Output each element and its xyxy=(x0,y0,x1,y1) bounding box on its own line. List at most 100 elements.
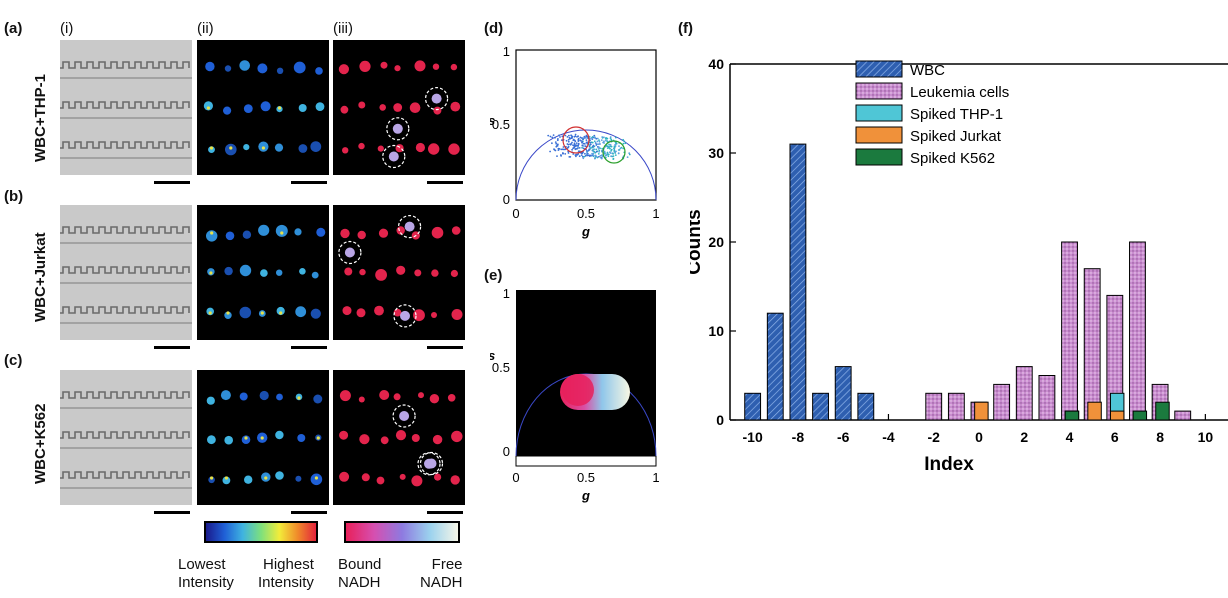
legend-swatch xyxy=(855,60,903,78)
bar-spiked-k562 xyxy=(1132,410,1148,421)
bar-chart-f: 0 10 20 30 40 -10 -8 -6 -4 -2 0 2 4 6 8 10 Index Counts WB… xyxy=(690,56,1228,475)
phasor-e-ytick-1: 0.5 xyxy=(492,360,510,375)
scale-bar xyxy=(291,346,327,349)
micrograph-1-3 xyxy=(333,40,465,175)
bar-wbc xyxy=(744,392,762,421)
legend-entry: Spiked K562 xyxy=(910,150,995,167)
bar-spiked-jurkat xyxy=(1087,401,1102,421)
micrograph-1-2 xyxy=(197,40,329,175)
phasor-e-background xyxy=(516,290,656,456)
phasor-e-xtick-0: 0 xyxy=(512,470,519,485)
xtick-label: -2 xyxy=(928,429,941,445)
panel-label-f: (f) xyxy=(678,20,693,37)
bar-leukemia-cells xyxy=(993,383,1011,421)
bar-spiked-k562 xyxy=(1064,410,1080,421)
colorbar-bound-nadh: Bound NADH xyxy=(338,556,382,591)
ytick-label: 10 xyxy=(708,323,724,339)
micrograph-3-1 xyxy=(60,370,192,505)
scale-bar xyxy=(427,511,463,514)
xtick-label: 10 xyxy=(1198,429,1214,445)
panel-label-d: (d) xyxy=(484,20,504,37)
row-label-k562: WBC+K562 xyxy=(32,403,49,484)
bar-leukemia-cells xyxy=(1083,268,1101,421)
row-label-jurkat: WBC+Jurkat xyxy=(32,232,49,322)
colorbar-lowest-intensity: Lowest Intensity xyxy=(178,556,234,591)
xtick-label: -10 xyxy=(743,429,763,445)
bar-leukemia-cells xyxy=(1061,241,1078,421)
xtick-label: 4 xyxy=(1066,429,1074,445)
scale-bar xyxy=(427,346,463,349)
panel-label-c: (c) xyxy=(4,352,23,369)
phasor-circle-free xyxy=(602,140,626,164)
phasor-d-ylabel: s xyxy=(490,113,495,128)
phasor-d-ytick-1: 0.5 xyxy=(492,117,510,132)
phasor-plot-e: 0 0.5 1 0 0.5 1 g s xyxy=(490,286,660,503)
ytick-label: 20 xyxy=(708,234,724,250)
scale-bar xyxy=(154,511,190,514)
phasor-e-xtick-1: 0.5 xyxy=(577,470,595,485)
micrograph-2-3 xyxy=(333,205,465,340)
column-label-ii: (ii) xyxy=(197,20,214,37)
bar-wbc xyxy=(766,312,784,421)
micrograph-2-1 xyxy=(60,205,192,340)
phasor-d-xtick-1: 0.5 xyxy=(577,206,595,221)
colorbar-free-nadh: Free NADH xyxy=(420,556,463,591)
bar-wbc xyxy=(789,143,807,421)
scale-bar xyxy=(291,181,327,184)
bar-leukemia-cells xyxy=(925,392,943,421)
phasor-e-ytick-2: 1 xyxy=(503,286,510,301)
phasor-d-ytick-2: 1 xyxy=(503,44,510,59)
phasor-d-xtick-2: 1 xyxy=(652,206,659,221)
bar-wbc xyxy=(857,392,875,421)
x-axis-label: Index xyxy=(924,454,974,475)
column-label-i: (i) xyxy=(60,20,74,37)
phasor-e-xtick-2: 1 xyxy=(652,470,659,485)
xtick-label: -4 xyxy=(882,429,895,445)
micrograph-3-3 xyxy=(333,370,465,505)
bar-spiked-jurkat xyxy=(974,401,989,421)
legend-swatch xyxy=(855,82,903,100)
phasor-plot-d: 0 0.5 1 0 0.5 1 g s xyxy=(490,44,660,239)
phasor-e-ylabel: s xyxy=(490,348,495,363)
bar-spiked-jurkat xyxy=(1109,410,1125,421)
xtick-label: -6 xyxy=(837,429,850,445)
intensity-colorbar xyxy=(204,521,318,543)
micrograph-2-2 xyxy=(197,205,329,340)
column-label-iii: (iii) xyxy=(333,20,353,37)
row-label-thp1: WBC+THP-1 xyxy=(32,74,49,162)
xtick-label: 2 xyxy=(1020,429,1028,445)
micrograph-3-2 xyxy=(197,370,329,505)
phasor-e-xlabel: g xyxy=(581,488,590,503)
xtick-label: 6 xyxy=(1111,429,1119,445)
bar-leukemia-cells xyxy=(1174,410,1192,421)
bar-leukemia-cells xyxy=(1129,241,1146,421)
scale-bar xyxy=(154,346,190,349)
legend-entry: Leukemia cells xyxy=(910,84,1009,101)
y-axis-label: Counts xyxy=(690,209,705,274)
xtick-label: -8 xyxy=(792,429,805,445)
phasor-circle-bound xyxy=(562,126,590,154)
colorbar-highest-intensity: Highest Intensity xyxy=(258,556,314,591)
legend-swatch xyxy=(855,126,903,144)
ytick-label: 40 xyxy=(708,56,724,72)
scale-bar xyxy=(291,511,327,514)
scale-bar xyxy=(154,181,190,184)
legend-entry: Spiked Jurkat xyxy=(910,128,1002,145)
xtick-label: 0 xyxy=(975,429,983,445)
bar-wbc xyxy=(812,392,829,421)
micrograph-1-1 xyxy=(60,40,192,175)
phasor-d-xlabel: g xyxy=(581,224,590,239)
bar-leukemia-cells xyxy=(1015,366,1033,421)
nadh-colorbar xyxy=(344,521,460,543)
phasor-d-ytick-0: 0 xyxy=(503,192,510,207)
xtick-label: 8 xyxy=(1156,429,1164,445)
bar-leukemia-cells xyxy=(947,392,965,421)
scale-bar xyxy=(427,181,463,184)
bar-spiked-k562 xyxy=(1155,401,1170,421)
panel-label-b: (b) xyxy=(4,188,24,205)
legend-entry: Spiked THP-1 xyxy=(910,106,1003,123)
phasor-e-ytick-0: 0 xyxy=(503,444,510,459)
legend-swatch xyxy=(855,104,903,122)
legend-swatch xyxy=(855,148,903,166)
bar-leukemia-cells xyxy=(1038,375,1056,421)
